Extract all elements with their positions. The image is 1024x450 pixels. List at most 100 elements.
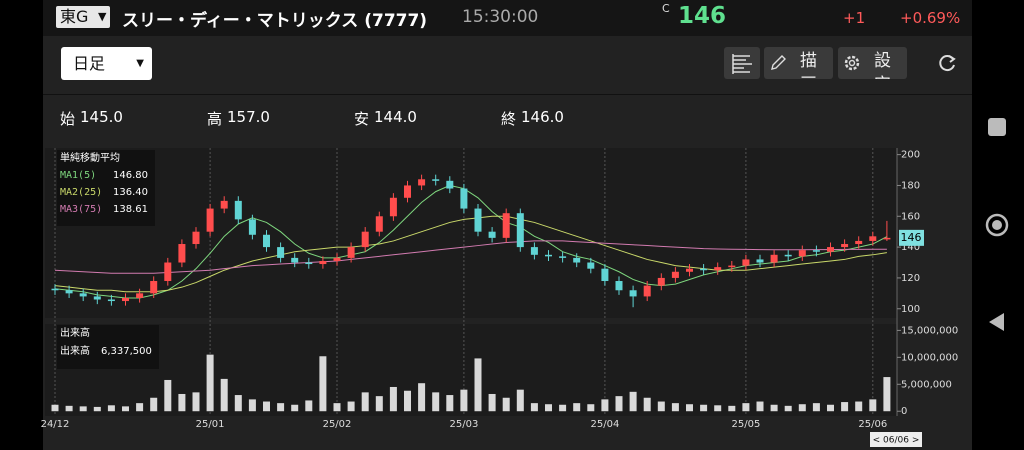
candle-body [474,208,482,232]
volume-panel [45,324,897,416]
legend-box [57,150,155,226]
volume-bar [79,406,87,412]
volume-bar [869,399,877,412]
volume-bar [178,393,186,412]
period: 日足 [73,54,106,73]
legend-title: 単純移動平均 [60,151,120,164]
y-tick-label: 140 [901,242,920,253]
price-tag [899,229,924,246]
volume-bar [502,397,510,412]
candle-body [248,219,256,235]
y-tick-label: 0 [901,406,907,417]
volume-bar [319,356,327,412]
volume-bar [742,403,750,412]
volume-bar [389,386,397,412]
cursor-label: < 06/06 > [873,436,920,446]
volume-bar [93,406,101,412]
legend-value: 6,337,500 [101,346,152,357]
candle-body [93,296,101,300]
period-select[interactable]: 日足 ▼ [61,47,152,80]
candle-body [446,180,454,189]
nav-bar [985,118,1009,331]
candle-body [389,197,397,217]
gear-icon [844,55,860,71]
change: +1 [843,9,866,27]
dropdown-arrow: ▼ [136,58,144,69]
market-select[interactable]: 東G ▼ [56,6,111,28]
ma-line [54,240,887,274]
legend-value: 138.61 [113,204,148,215]
dropdown-arrow: ▼ [97,10,107,23]
volume-bar [404,390,411,412]
candle-body [516,213,524,248]
settings-button[interactable]: 設定 [838,47,907,79]
candle-body [798,250,806,257]
volume-bar [841,402,849,412]
refresh-icon[interactable] [936,52,958,74]
candle-body [714,267,722,271]
indicator-button[interactable] [724,47,760,79]
draw-label: 描画 [800,51,817,79]
volume-bar [446,395,454,412]
candle-body [742,259,750,266]
volume-bar [488,393,496,412]
candle-body [347,247,355,258]
volume-bar [107,405,115,412]
volume-bar [700,404,708,412]
back-button[interactable] [989,313,1004,331]
volume-bar [122,406,129,412]
candle-body [770,254,778,263]
home-button[interactable] [985,213,1009,237]
ohlc-value: 157.0 [227,108,270,126]
price-flag: C [662,2,670,15]
legend-name: MA3(75) [60,204,102,215]
x-tick-label: 25/01 [196,419,225,430]
candle-body [883,237,891,240]
candle-body [812,250,820,252]
candle-body [319,260,327,265]
home-dot [992,220,1002,230]
divider [43,94,972,95]
candle-body [502,213,510,238]
volume-bar [573,403,581,412]
candle-body [488,231,496,238]
legend-name: 出来高 [60,344,90,357]
volume-bar [432,392,440,412]
volume-bar [474,358,482,412]
market: 東G [60,7,89,26]
y-tick-label: 160 [901,211,920,222]
candle-body [841,244,849,248]
volume-bar [375,396,383,412]
y-tick-label: 5,000,000 [901,379,952,390]
y-tick-label: 180 [901,180,920,191]
pencil-icon [771,55,786,70]
candle-body [234,200,242,220]
change-pct: +0.69% [900,9,961,27]
volume-bar [756,401,764,412]
draw-button[interactable]: 描画 [764,47,833,79]
candle-body [629,290,637,297]
price-tag-label: 146 [901,231,922,244]
legend-value: 146.80 [113,170,148,181]
volume-bar [827,404,834,412]
candle-body [291,257,299,263]
volume-bar [545,404,552,412]
volume-bar [855,401,863,412]
volume-bar [418,383,426,412]
volume-bar [263,401,270,412]
recent-apps-button[interactable] [988,118,1006,136]
volume-bar [192,392,200,412]
volume-bar [643,397,651,412]
candle-body [530,247,538,255]
candle-body [784,254,792,257]
candle-body [573,257,581,263]
candle-body [855,240,863,245]
candle-body [418,179,426,186]
y-tick-label: 100 [901,304,920,315]
candle-body [375,216,383,232]
candle-body [305,262,313,265]
y-tick-label: 200 [901,150,920,161]
candle-body [869,236,877,241]
y-tick-label: 15,000,000 [901,325,958,336]
